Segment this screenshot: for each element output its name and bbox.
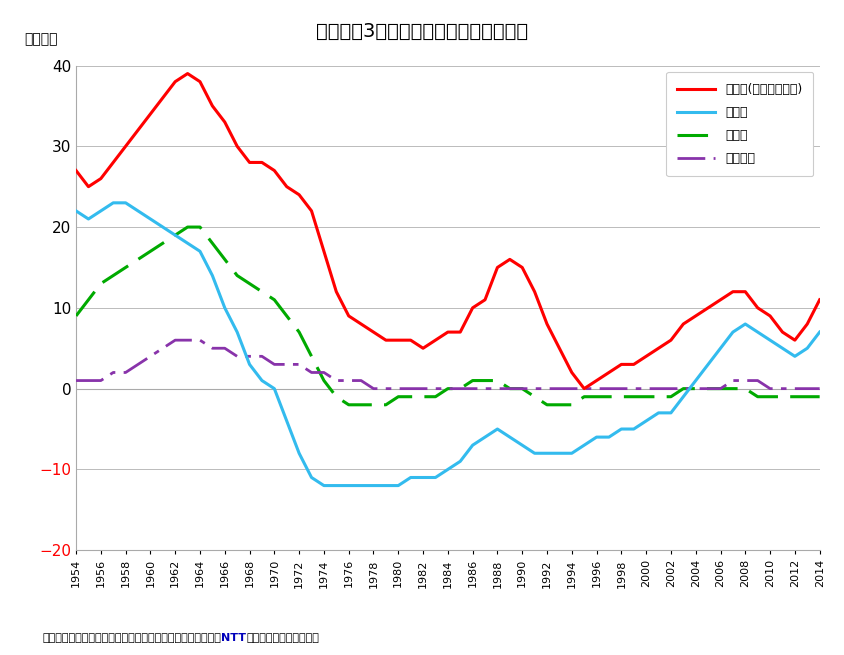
大阪圏 bbox=[71, 312, 81, 320]
大阪圏 bbox=[492, 377, 502, 384]
首都圏(東京都を含む) bbox=[529, 288, 539, 295]
Text: 参考２　3大都市圏の人口転入超数推移: 参考２ 3大都市圏の人口転入超数推移 bbox=[316, 22, 528, 41]
Line: 首都圏(東京都を含む): 首都圏(東京都を含む) bbox=[76, 73, 819, 388]
Line: 大阪圏: 大阪圏 bbox=[76, 227, 819, 405]
東京都 bbox=[355, 481, 365, 489]
大阪圏 bbox=[344, 401, 354, 409]
東京都 bbox=[71, 207, 81, 215]
Text: （万人）: （万人） bbox=[24, 32, 57, 46]
東京都 bbox=[257, 377, 267, 384]
大阪圏 bbox=[814, 393, 824, 401]
Text: （出典）総務省統計局「住民基本台帳人口移動報告」を基に: （出典）総務省統計局「住民基本台帳人口移動報告」を基に bbox=[42, 633, 221, 643]
名古屋圏 bbox=[739, 377, 749, 384]
大阪圏 bbox=[355, 401, 365, 409]
名古屋圏 bbox=[492, 384, 502, 392]
首都圏(東京都を含む) bbox=[479, 296, 490, 304]
大阪圏 bbox=[257, 288, 267, 295]
Text: NTT: NTT bbox=[221, 633, 246, 643]
東京都 bbox=[739, 320, 749, 328]
Legend: 首都圏(東京都を含む), 東京都, 大阪圏, 名古屋圏: 首都圏(東京都を含む), 東京都, 大阪圏, 名古屋圏 bbox=[665, 72, 813, 176]
Text: データ経営研究所が作成: データ経営研究所が作成 bbox=[246, 633, 319, 643]
Line: 名古屋圏: 名古屋圏 bbox=[76, 340, 819, 388]
名古屋圏 bbox=[232, 352, 242, 360]
首都圏(東京都を含む) bbox=[578, 384, 588, 392]
名古屋圏 bbox=[170, 336, 180, 344]
東京都 bbox=[318, 481, 328, 489]
名古屋圏 bbox=[71, 377, 81, 384]
大阪圏 bbox=[232, 272, 242, 280]
首都圏(東京都を含む) bbox=[232, 142, 242, 150]
首都圏(東京都を含む) bbox=[71, 166, 81, 174]
名古屋圏 bbox=[368, 384, 378, 392]
名古屋圏 bbox=[344, 377, 354, 384]
東京都 bbox=[232, 328, 242, 336]
首都圏(東京都を含む) bbox=[814, 296, 824, 304]
大阪圏 bbox=[541, 401, 551, 409]
東京都 bbox=[814, 328, 824, 336]
首都圏(東京都を含む) bbox=[344, 312, 354, 320]
大阪圏 bbox=[739, 384, 749, 392]
首都圏(東京都を含む) bbox=[182, 69, 192, 77]
大阪圏 bbox=[182, 223, 192, 231]
東京都 bbox=[492, 425, 502, 433]
首都圏(東京都を含む) bbox=[739, 288, 749, 295]
名古屋圏 bbox=[257, 352, 267, 360]
東京都 bbox=[541, 449, 551, 457]
Line: 東京都: 東京都 bbox=[76, 203, 819, 485]
東京都 bbox=[108, 199, 118, 207]
名古屋圏 bbox=[814, 384, 824, 392]
首都圏(東京都を含む) bbox=[257, 159, 267, 166]
名古屋圏 bbox=[541, 384, 551, 392]
